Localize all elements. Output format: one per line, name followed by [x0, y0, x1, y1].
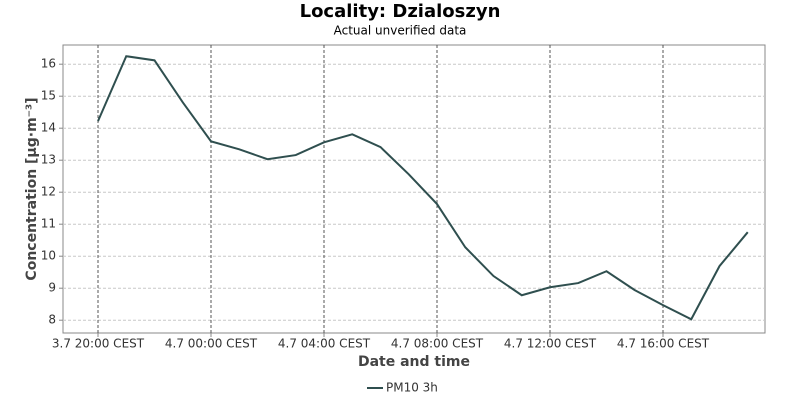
x-tick-label: 4.7 16:00 CEST	[617, 337, 710, 351]
y-tick-label: 11	[41, 217, 56, 231]
y-tick-label: 10	[41, 249, 56, 263]
y-tick-label: 16	[41, 57, 56, 71]
x-axis-label: Date and time	[358, 354, 470, 370]
chart-subtitle: Actual unverified data	[334, 24, 467, 38]
data-line	[97, 55, 749, 321]
y-tick-label: 13	[41, 153, 56, 167]
x-tick-label: 4.7 00:00 CEST	[165, 337, 258, 351]
x-tick-label: 4.7 04:00 CEST	[278, 337, 371, 351]
x-tick-label: 3.7 20:00 CEST	[52, 337, 145, 351]
x-tick-label: 4.7 12:00 CEST	[504, 337, 597, 351]
legend-label: PM10 3h	[386, 381, 438, 395]
y-tick-label: 15	[41, 89, 56, 103]
y-tick-label: 12	[41, 185, 56, 199]
chart-title: Locality: Dzialoszyn	[300, 1, 501, 22]
y-tick-label: 9	[48, 281, 56, 295]
y-tick-label: 14	[41, 121, 56, 135]
y-tick-label: 8	[48, 313, 56, 327]
plot-area	[62, 44, 766, 334]
x-tick-label: 4.7 08:00 CEST	[391, 337, 484, 351]
y-axis-label: Concentration [µg·m⁻³]	[24, 97, 40, 280]
